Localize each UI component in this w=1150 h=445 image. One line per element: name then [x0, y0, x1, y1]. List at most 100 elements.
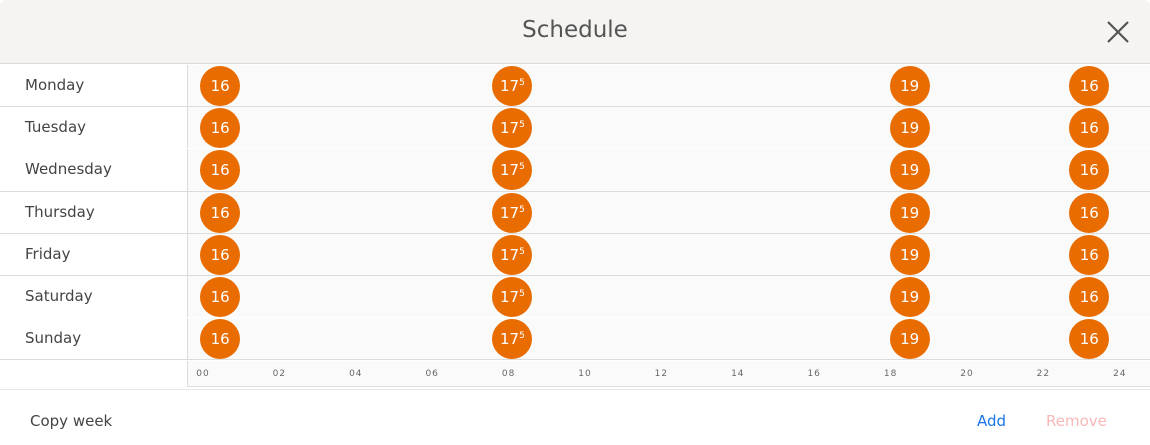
setpoint-marker[interactable]: 16: [1069, 66, 1110, 106]
setpoint-temp: 16: [210, 245, 230, 264]
day-row: Wednesday 16 17 5 19 16: [0, 149, 1150, 192]
setpoint-marker[interactable]: 17 5: [492, 150, 533, 191]
setpoint-marker[interactable]: 17 5: [492, 234, 533, 275]
setpoint-temp: 17: [499, 119, 520, 138]
setpoint-marker[interactable]: 16: [1069, 276, 1110, 317]
setpoint-temp: 19: [900, 245, 920, 264]
close-icon[interactable]: [1106, 20, 1130, 44]
setpoint-temp: 19: [900, 119, 920, 138]
setpoint-temp: 17: [499, 287, 520, 306]
day-row: Friday 16 17 5 19 16: [0, 233, 1150, 276]
setpoint-marker[interactable]: 19: [889, 150, 930, 191]
day-track[interactable]: 16 17 5 19 16: [187, 65, 1150, 107]
day-track[interactable]: 16 17 5 19 16: [187, 233, 1150, 275]
setpoint-temp: 16: [210, 77, 230, 95]
copy-week-button[interactable]: Copy week: [30, 412, 113, 430]
dialog-header: Schedule: [0, 0, 1150, 64]
hour-tick-label: 02: [272, 369, 287, 379]
setpoint-decimal: 5: [519, 78, 525, 88]
setpoint-decimal: 5: [519, 120, 525, 131]
day-track[interactable]: 16 17 5 19 16: [187, 149, 1150, 191]
hour-tick-label: 08: [501, 369, 516, 379]
setpoint-temp: 16: [1079, 330, 1099, 349]
setpoint-marker[interactable]: 19: [889, 108, 930, 149]
setpoint-temp: 16: [1079, 77, 1099, 95]
setpoint-temp: 16: [1079, 203, 1099, 222]
day-track[interactable]: 16 17 5 19 16: [187, 107, 1150, 149]
day-row: Thursday 16 17 5 19 16: [0, 191, 1150, 234]
setpoint-temp: 16: [210, 161, 230, 180]
setpoint-marker[interactable]: 16: [1069, 150, 1110, 191]
setpoint-marker[interactable]: 16: [200, 234, 241, 275]
setpoint-temp: 16: [1079, 119, 1099, 138]
day-track[interactable]: 16 17 5 19 16: [187, 318, 1150, 360]
setpoint-marker[interactable]: 19: [889, 66, 930, 106]
hour-tick-label: 12: [654, 369, 669, 379]
setpoint-temp: 16: [210, 203, 230, 222]
hour-tick-label: 10: [578, 369, 592, 379]
day-row: Monday 16 17 5 19 16: [0, 65, 1150, 108]
setpoint-decimal: 5: [519, 162, 525, 173]
hour-tick-label: 24: [1113, 369, 1127, 379]
hour-tick-label: 18: [883, 369, 898, 379]
add-button[interactable]: Add: [977, 412, 1007, 430]
hour-tick-label: 06: [425, 369, 439, 379]
day-label: Wednesday: [25, 160, 112, 179]
setpoint-decimal: 5: [519, 204, 525, 215]
setpoint-marker[interactable]: 17 5: [492, 108, 533, 149]
setpoint-temp: 17: [499, 245, 520, 264]
setpoint-marker[interactable]: 17 5: [492, 192, 533, 233]
remove-button[interactable]: Remove: [1046, 412, 1107, 430]
hour-axis: 00 02 04 06 08 10 12 14 16 18 20 22 24: [187, 361, 1150, 387]
day-label: Friday: [25, 244, 71, 263]
setpoint-marker[interactable]: 16: [200, 276, 241, 317]
hour-tick-label: 16: [807, 369, 821, 379]
setpoint-marker[interactable]: 19: [889, 276, 930, 317]
setpoint-marker[interactable]: 16: [200, 319, 241, 360]
dialog-title: Schedule: [522, 17, 628, 43]
dialog-footer: Copy week Add Remove: [0, 389, 1150, 445]
setpoint-marker[interactable]: 16: [200, 66, 241, 106]
setpoint-temp: 17: [499, 161, 520, 180]
setpoint-marker[interactable]: 16: [1069, 319, 1110, 360]
setpoint-marker[interactable]: 17 5: [492, 66, 533, 106]
setpoint-marker[interactable]: 17 5: [492, 276, 533, 317]
hour-tick-label: 04: [349, 369, 363, 379]
setpoint-temp: 19: [900, 330, 920, 349]
setpoint-marker[interactable]: 19: [889, 234, 930, 275]
day-row: Tuesday 16 17 5 19 16: [0, 107, 1150, 149]
schedule-grid: Monday 16 17 5 19 16 Tuesday 16 17 5 19 16 Wednesday…: [0, 65, 1150, 361]
setpoint-temp: 19: [900, 161, 920, 180]
setpoint-marker[interactable]: 16: [200, 150, 241, 191]
setpoint-marker[interactable]: 16: [1069, 234, 1110, 275]
setpoint-temp: 16: [1079, 161, 1099, 180]
day-row: Sunday 16 17 5 19 16: [0, 318, 1150, 361]
setpoint-marker[interactable]: 19: [889, 192, 930, 233]
setpoint-marker[interactable]: 16: [200, 108, 241, 149]
day-track[interactable]: 16 17 5 19 16: [187, 191, 1150, 233]
setpoint-temp: 19: [900, 203, 920, 222]
day-label: Sunday: [25, 329, 82, 348]
setpoint-marker[interactable]: 16: [200, 192, 241, 233]
setpoint-marker[interactable]: 17 5: [492, 319, 533, 360]
day-track[interactable]: 16 17 5 19 16: [187, 275, 1150, 318]
day-label: Tuesday: [25, 118, 87, 137]
setpoint-temp: 16: [1079, 287, 1099, 306]
setpoint-temp: 16: [210, 330, 230, 349]
day-label: Saturday: [25, 286, 93, 305]
day-label: Monday: [25, 76, 85, 94]
setpoint-marker[interactable]: 19: [889, 319, 930, 360]
setpoint-temp: 16: [1079, 245, 1099, 264]
day-row: Saturday 16 17 5 19 16: [0, 275, 1150, 318]
hour-tick-label: 14: [731, 369, 745, 379]
setpoint-temp: 16: [210, 119, 230, 138]
setpoint-temp: 19: [900, 77, 920, 95]
setpoint-marker[interactable]: 16: [1069, 108, 1110, 149]
hour-tick-label: 00: [196, 369, 210, 379]
setpoint-temp: 17: [499, 203, 520, 222]
setpoint-decimal: 5: [519, 288, 525, 299]
setpoint-marker[interactable]: 16: [1069, 192, 1110, 233]
setpoint-temp: 16: [210, 287, 230, 306]
hour-tick-label: 20: [960, 369, 974, 379]
setpoint-temp: 19: [900, 287, 920, 306]
